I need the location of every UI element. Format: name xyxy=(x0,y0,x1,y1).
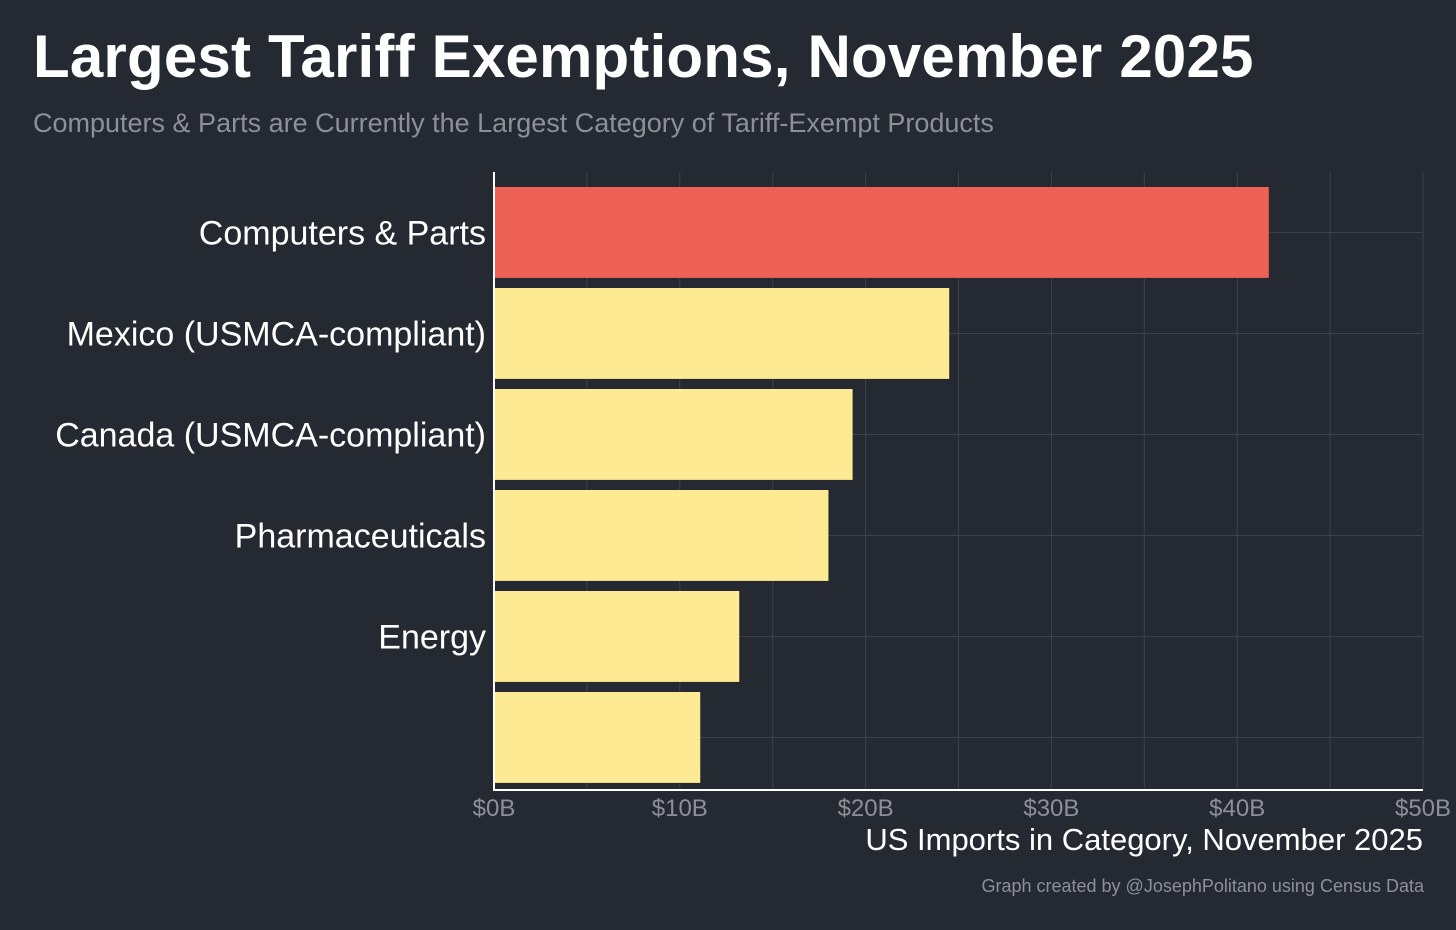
x-tick-label: $0B xyxy=(473,795,516,822)
category-labels: Computers & Parts Mexico (USMCA-compliant… xyxy=(55,214,486,656)
x-tick-label: $30B xyxy=(1023,795,1079,822)
chart-subtitle: Computers & Parts are Currently the Larg… xyxy=(33,108,994,138)
bars xyxy=(494,187,1269,783)
source-credit: Graph created by @JosephPolitano using C… xyxy=(981,876,1424,896)
bar xyxy=(494,490,829,581)
axes xyxy=(493,172,1423,791)
x-tick-label: $20B xyxy=(838,795,894,822)
bar xyxy=(494,288,950,379)
bar xyxy=(494,692,701,783)
x-axis-title: US Imports in Category, November 2025 xyxy=(865,822,1423,857)
category-label: Canada (USMCA-compliant) xyxy=(55,416,486,454)
category-label: Mexico (USMCA-compliant) xyxy=(67,315,486,353)
bar xyxy=(494,591,740,682)
category-label: Pharmaceuticals xyxy=(235,517,486,555)
bar xyxy=(494,187,1269,278)
x-tick-labels: $0B $10B $20B $30B $40B $50B xyxy=(473,795,1451,822)
x-tick-label: $40B xyxy=(1209,795,1265,822)
bar xyxy=(494,389,853,480)
category-label: Energy xyxy=(378,618,486,656)
x-tick-label: $50B xyxy=(1395,795,1451,822)
category-label: Computers & Parts xyxy=(199,214,486,252)
x-tick-label: $10B xyxy=(652,795,708,822)
chart-title: Largest Tariff Exemptions, November 2025 xyxy=(33,23,1254,90)
